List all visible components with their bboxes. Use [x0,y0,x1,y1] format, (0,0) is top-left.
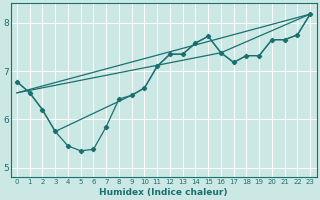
X-axis label: Humidex (Indice chaleur): Humidex (Indice chaleur) [99,188,228,197]
